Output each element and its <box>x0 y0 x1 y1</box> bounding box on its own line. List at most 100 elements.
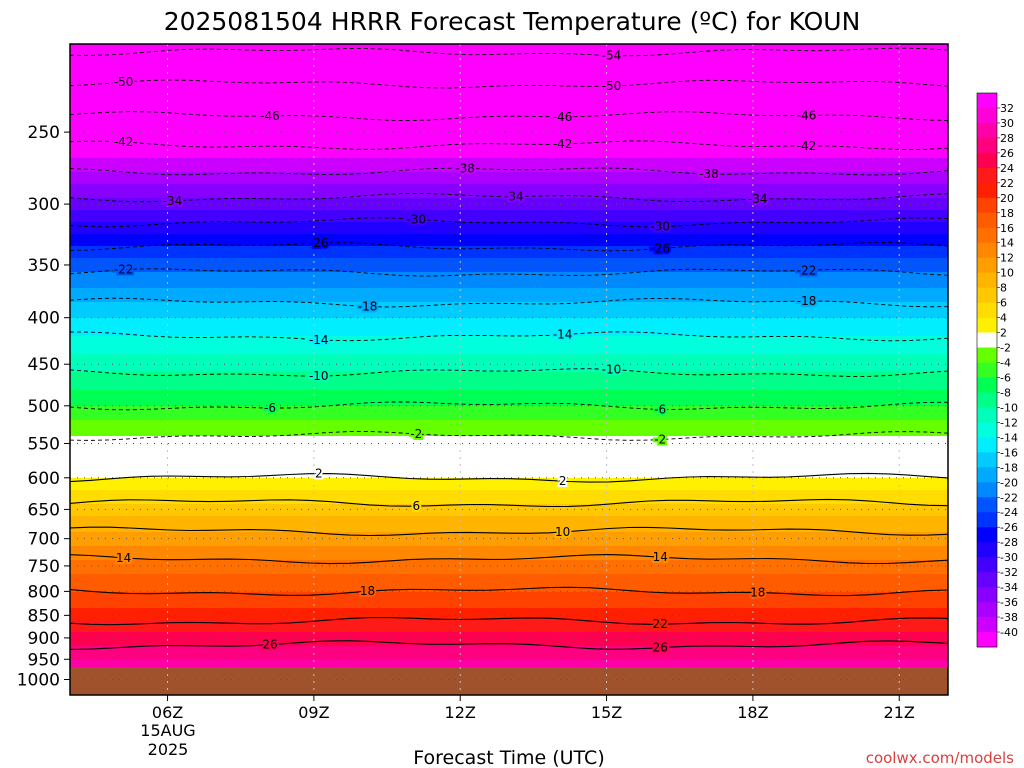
field-band <box>70 452 948 455</box>
field-band <box>70 332 948 335</box>
contour-label: -34 <box>163 194 183 208</box>
colorbar-swatch <box>977 227 997 244</box>
field-band <box>70 406 948 409</box>
x-date-year: 2025 <box>148 740 189 759</box>
colorbar-swatch <box>977 137 997 154</box>
field-band <box>70 448 948 451</box>
x-date-day: 15AUG <box>140 721 195 740</box>
field-band <box>70 62 948 65</box>
field-band <box>70 618 948 621</box>
field-band <box>70 578 948 581</box>
field-band <box>70 76 948 79</box>
contour-label: 18 <box>750 585 765 599</box>
field-band <box>70 514 948 517</box>
field-band <box>70 520 948 523</box>
colorbar-swatch <box>977 362 997 378</box>
field-band <box>70 138 948 141</box>
y-tick-label: 600 <box>28 469 60 489</box>
field-band <box>70 528 948 531</box>
field-band <box>70 466 948 469</box>
colorbar-label: -16 <box>1000 446 1018 459</box>
colorbar-label: 30 <box>1000 117 1014 130</box>
field-band <box>70 228 948 231</box>
contour-26 <box>69 640 949 650</box>
field-band <box>70 86 948 89</box>
colorbar-swatch <box>977 167 997 184</box>
colorbar-swatch <box>977 497 997 513</box>
field-band <box>70 352 948 355</box>
field-band <box>70 116 948 119</box>
y-axis-ticks: 250 300 350 400 450 500 550 600 650 700 750 800 850 9… <box>17 123 70 691</box>
contour-label: -30 <box>407 212 427 226</box>
field-band <box>70 416 948 419</box>
colorbar-label: -40 <box>1000 626 1018 639</box>
colorbar-swatch <box>977 407 997 423</box>
field-band <box>70 658 948 661</box>
field-band <box>70 640 948 643</box>
field-band <box>70 94 948 97</box>
field-band <box>70 408 948 411</box>
field-band <box>70 106 948 109</box>
colorbar-swatch <box>977 542 997 558</box>
colorbar-swatch <box>977 347 997 363</box>
field-band <box>70 622 948 625</box>
field-band <box>70 634 948 637</box>
contour-lines <box>69 47 949 650</box>
field-band <box>70 256 948 259</box>
field-band <box>70 258 948 261</box>
field-band <box>70 130 948 133</box>
contour-label: -14 <box>553 328 573 342</box>
field-band <box>70 96 948 99</box>
field-band <box>70 98 948 101</box>
contour-10 <box>69 526 949 537</box>
field-band <box>70 508 948 511</box>
field-band <box>70 212 948 215</box>
contour-label: -34 <box>504 190 524 204</box>
field-band <box>70 182 948 185</box>
field-band <box>70 478 948 481</box>
contour-2 <box>69 472 949 483</box>
field-band <box>70 630 948 633</box>
field-band <box>70 318 948 321</box>
field-band <box>70 610 948 613</box>
field-band <box>70 412 948 415</box>
field-band <box>70 474 948 477</box>
colorbar-label: -28 <box>1000 536 1018 549</box>
colorbar-swatch <box>977 257 997 274</box>
field-band <box>70 160 948 163</box>
field-band <box>70 546 948 549</box>
field-band <box>70 644 948 647</box>
field-band <box>70 652 948 655</box>
field-band <box>70 306 948 309</box>
field-band <box>70 390 948 393</box>
field-band <box>70 272 948 275</box>
colorbar-swatch <box>977 392 997 408</box>
colorbar-swatch <box>977 317 997 333</box>
field-band <box>70 174 948 177</box>
colorbar-swatch <box>977 572 997 588</box>
field-band <box>70 438 948 441</box>
field-band <box>70 224 948 227</box>
field-band <box>70 428 948 431</box>
field-band <box>70 372 948 375</box>
field-band <box>70 226 948 229</box>
field-band <box>70 342 948 345</box>
contour-labels: -54 -50 -50 -46 -46 -46 -42 -42 -42 -38 -38 -34 -34 -… <box>112 46 818 656</box>
field-band <box>70 366 948 369</box>
field-band <box>70 180 948 183</box>
contour-label: -18 <box>358 300 378 314</box>
field-band <box>70 262 948 265</box>
colorbar-label: -8 <box>1000 386 1011 399</box>
field-band <box>70 302 948 305</box>
field-band <box>70 56 948 59</box>
contour-label: -54 <box>602 48 622 62</box>
field-band <box>70 584 948 587</box>
field-band <box>70 208 948 211</box>
field-band <box>70 330 948 333</box>
field-band <box>70 90 948 93</box>
colorbar-swatch <box>977 122 997 139</box>
contour-label: -22 <box>114 263 134 277</box>
field-band <box>70 646 948 649</box>
colorbar-label: 32 <box>1000 102 1014 115</box>
field-band <box>70 378 948 381</box>
